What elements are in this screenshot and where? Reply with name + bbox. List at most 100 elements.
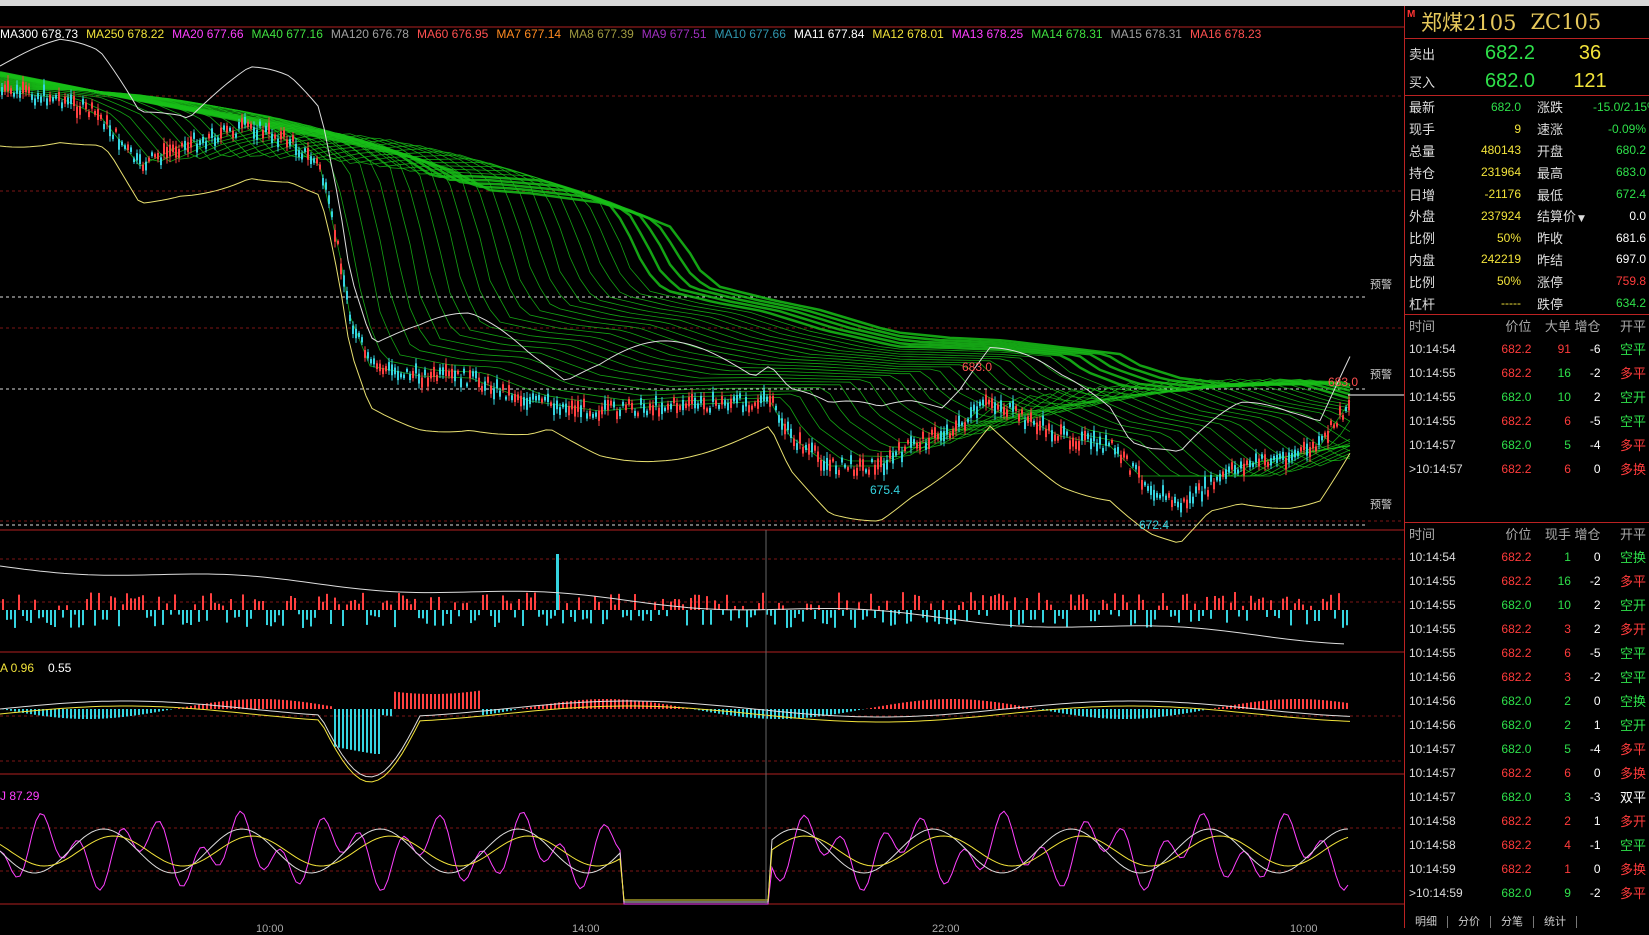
quote-label[interactable]: 结算价▼	[1521, 206, 1593, 225]
volume-bar	[206, 610, 208, 621]
candle-body	[1072, 438, 1074, 447]
candle-body	[370, 359, 372, 363]
volume-bar	[1310, 606, 1312, 610]
volume-bar	[1042, 610, 1044, 623]
candle-body	[439, 368, 441, 375]
ma-legend-item[interactable]: MA12 678.01	[872, 27, 943, 41]
candle-body	[211, 128, 213, 138]
contract-title[interactable]: M 郑煤2105 ZC105	[1405, 6, 1649, 39]
candle-body	[583, 399, 585, 408]
candle-body	[1, 87, 3, 95]
ma-legend-item[interactable]: MA14 678.31	[1031, 27, 1102, 41]
header-time: 时间	[1405, 524, 1490, 543]
volume-bar	[90, 593, 92, 610]
macd-bar	[1070, 709, 1072, 715]
candle-body	[1270, 458, 1272, 465]
volume-bar	[1334, 610, 1336, 619]
quote-value: 682.0	[1453, 100, 1521, 114]
tab-2[interactable]: 分笔	[1491, 916, 1534, 928]
ma-legend-item[interactable]: MA15 678.31	[1111, 27, 1182, 41]
bid-row[interactable]: 买入 682.0 121	[1405, 67, 1649, 95]
tab-1[interactable]: 分价	[1448, 916, 1491, 928]
dropdown-arrow-icon[interactable]: ▼	[1578, 214, 1585, 224]
tick-volume: 5	[1531, 742, 1571, 756]
ma-legend-item[interactable]: MA300 678.73	[0, 27, 78, 41]
ma-legend-item[interactable]: MA11 677.84	[794, 27, 865, 41]
macd-bar	[254, 699, 256, 709]
ma-legend-item[interactable]: MA20 677.66	[172, 27, 243, 41]
volume-bar	[554, 610, 556, 616]
ma-legend-item[interactable]: MA8 677.39	[569, 27, 634, 41]
volume-bar	[686, 610, 688, 625]
volume-bar	[1218, 598, 1220, 610]
candle-body	[967, 419, 969, 423]
candle-body	[265, 126, 267, 132]
tick-oi-change: 0	[1571, 766, 1601, 780]
volume-bar	[698, 595, 700, 610]
macd-bar	[134, 709, 136, 715]
ma-line	[0, 88, 1350, 476]
alert-line-label[interactable]: 预警	[1370, 276, 1392, 292]
candle-body	[361, 337, 363, 342]
volume-bar	[534, 593, 536, 610]
candle-body	[559, 407, 561, 415]
tick-header: 时间 价位 现手 增仓 开平	[1405, 523, 1649, 545]
tab-0[interactable]: 明细	[1405, 916, 1448, 928]
alert-line-label[interactable]: 预警	[1370, 366, 1392, 382]
candle-body	[850, 455, 852, 464]
ma-legend-item[interactable]: MA60 676.95	[417, 27, 488, 41]
ask-row[interactable]: 卖出 682.2 36	[1405, 39, 1649, 67]
ma-legend-item[interactable]: MA250 678.22	[86, 27, 164, 41]
macd-bar	[966, 699, 968, 709]
tab-3[interactable]: 统计	[1534, 916, 1577, 928]
ma-legend-item[interactable]: MA10 677.66	[715, 27, 786, 41]
ma-legend-item[interactable]: MA40 677.16	[252, 27, 323, 41]
macd-bar	[1270, 700, 1272, 709]
ma-legend-item[interactable]: MA16 678.23	[1190, 27, 1261, 41]
volume-bar	[18, 595, 20, 610]
ma-legend-item[interactable]: MA120 676.78	[331, 27, 409, 41]
candle-body	[163, 143, 165, 154]
ma-legend-item[interactable]: MA7 677.14	[496, 27, 561, 41]
tick-price: 682.2	[1490, 622, 1531, 636]
volume-bar	[38, 610, 40, 618]
candle-body	[22, 82, 24, 93]
chart-area[interactable]: MA300 678.73 MA250 678.22 MA20 677.66 MA40 …	[0, 6, 1404, 928]
candle-body	[4, 85, 6, 92]
ma-legend-item[interactable]: MA13 678.25	[952, 27, 1023, 41]
macd-bar	[98, 709, 100, 719]
ma-legend-item[interactable]: MA9 677.51	[642, 27, 707, 41]
candle-body	[157, 153, 159, 159]
price-chart-canvas[interactable]	[0, 6, 1404, 928]
candle-body	[973, 405, 975, 411]
candle-body	[1243, 464, 1245, 476]
macd-bar	[926, 700, 928, 709]
header-open-close: 开平	[1601, 316, 1649, 335]
candle-body	[1327, 431, 1329, 443]
alert-line-label[interactable]: 预警	[1370, 496, 1392, 512]
